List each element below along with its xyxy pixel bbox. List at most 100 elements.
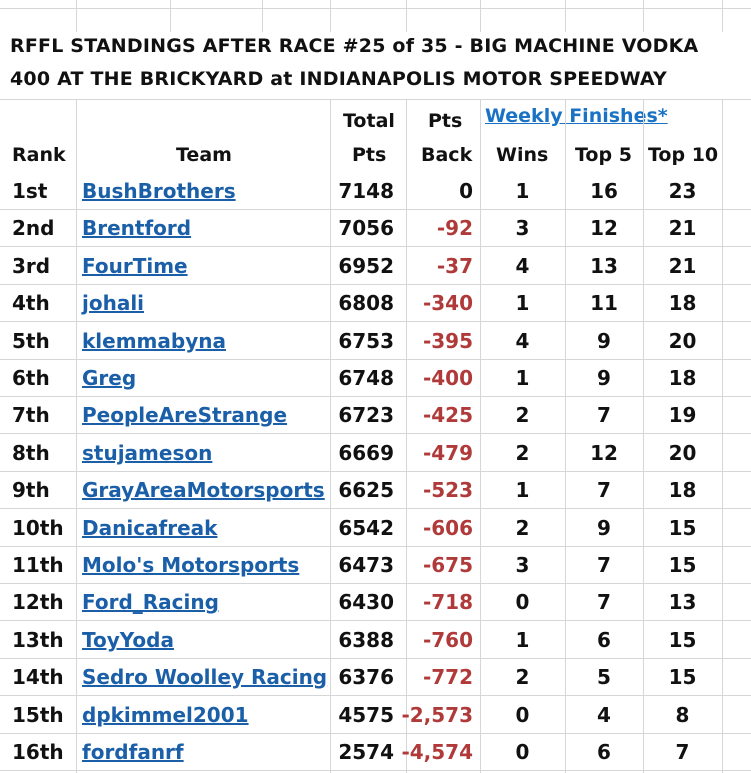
total-pts-cell: 6542 — [338, 515, 394, 540]
wins-cell: 2 — [515, 403, 530, 428]
pts-back-cell: -4,574 — [401, 740, 473, 764]
wins-cell: 0 — [515, 590, 530, 615]
total-pts-cell: 6388 — [338, 627, 394, 652]
team-link[interactable]: stujameson — [82, 440, 213, 465]
total-pts-cell: 6723 — [338, 403, 394, 428]
rank-cell: 16th — [12, 740, 64, 764]
wins-cell: 1 — [515, 366, 530, 390]
top5-cell: 9 — [597, 515, 611, 540]
total-pts-cell: 6808 — [338, 291, 394, 316]
wins-cell: 1 — [515, 627, 530, 652]
top10-cell: 15 — [668, 515, 697, 540]
rank-cell: 5th — [12, 328, 50, 353]
wins-cell: 0 — [515, 702, 530, 727]
rank-cell: 11th — [12, 553, 64, 577]
wins-cell: 3 — [515, 553, 530, 577]
pts-back-cell: -340 — [422, 291, 473, 316]
team-link[interactable]: dpkimmel2001 — [82, 702, 249, 727]
top10-cell: 8 — [675, 702, 690, 727]
top10-cell: 18 — [668, 291, 697, 316]
top10-cell: 15 — [668, 553, 697, 577]
team-link[interactable]: ToyYoda — [82, 627, 174, 652]
weekly-finishes-link[interactable]: Weekly Finishes* — [485, 105, 668, 127]
team-link[interactable]: GrayAreaMotorsports — [82, 478, 325, 503]
top5-cell: 13 — [590, 253, 618, 278]
rank-cell: 15th — [12, 702, 64, 727]
team-link[interactable]: Sedro Woolley Racing — [82, 665, 328, 690]
top5-cell: 5 — [597, 665, 611, 690]
header-wins: Wins — [496, 144, 549, 166]
top10-cell: 15 — [668, 627, 697, 652]
header-top5: Top 5 — [575, 144, 632, 166]
team-link[interactable]: PeopleAreStrange — [82, 403, 288, 428]
total-pts-cell: 2574 — [338, 740, 394, 764]
total-pts-cell: 6625 — [338, 478, 394, 503]
rank-cell: 4th — [12, 291, 50, 316]
header-team: Team — [176, 144, 232, 166]
team-link[interactable]: fordfanrf — [82, 740, 184, 764]
rank-cell: 12th — [12, 590, 64, 615]
top5-cell: 6 — [597, 627, 611, 652]
rank-cell: 1st — [12, 179, 48, 203]
standings-title-line-1: RFFL STANDINGS AFTER RACE #25 of 35 - BI… — [10, 35, 699, 57]
top10-cell: 13 — [668, 590, 697, 615]
rank-cell: 9th — [12, 478, 50, 503]
total-pts-cell: 6669 — [338, 440, 394, 465]
total-pts-cell: 4575 — [338, 702, 394, 727]
pts-back-cell: -718 — [422, 590, 473, 615]
team-link[interactable]: klemmabyna — [82, 328, 226, 353]
team-link[interactable]: FourTime — [82, 253, 188, 278]
table-row: 13th ToyYoda 6388 -760 1 6 15 — [0, 622, 751, 659]
total-pts-cell: 7148 — [338, 179, 394, 203]
pts-back-cell: -606 — [422, 515, 473, 540]
rank-cell: 2nd — [12, 216, 55, 241]
top10-cell: 19 — [668, 403, 697, 428]
wins-cell: 0 — [515, 740, 530, 764]
top5-cell: 7 — [597, 478, 611, 503]
table-row: 1st BushBrothers 7148 0 1 16 23 — [0, 173, 751, 210]
spreadsheet-grid-top — [0, 0, 751, 32]
wins-cell: 1 — [515, 478, 530, 503]
wins-cell: 4 — [515, 253, 530, 278]
top5-cell: 7 — [597, 590, 611, 615]
header-top10: Top 10 — [648, 144, 719, 166]
pts-back-cell: -425 — [422, 403, 473, 428]
header-pts-back: Back — [421, 144, 473, 166]
team-link[interactable]: johali — [82, 291, 145, 316]
rank-cell: 3rd — [12, 253, 51, 278]
team-link[interactable]: Greg — [82, 366, 137, 390]
table-row: 12th Ford_Racing 6430 -718 0 7 13 — [0, 584, 751, 622]
rank-cell: 14th — [12, 665, 64, 690]
header-total: Total — [343, 110, 395, 132]
rank-cell: 13th — [12, 627, 64, 652]
table-row: 9th GrayAreaMotorsports 6625 -523 1 7 18 — [0, 472, 751, 510]
total-pts-cell: 6376 — [338, 665, 394, 690]
wins-cell: 1 — [515, 291, 530, 316]
table-row: 10th Danicafreak 6542 -606 2 9 15 — [0, 510, 751, 547]
team-link[interactable]: BushBrothers — [82, 179, 236, 203]
top10-cell: 18 — [668, 478, 697, 503]
top10-cell: 20 — [668, 440, 697, 465]
total-pts-cell: 6748 — [338, 366, 394, 390]
table-row: 4th johali 6808 -340 1 11 18 — [0, 285, 751, 323]
pts-back-cell: -92 — [436, 216, 473, 241]
total-pts-cell: 6473 — [338, 553, 394, 577]
pts-back-cell: -760 — [422, 627, 473, 652]
wins-cell: 4 — [515, 328, 530, 353]
top5-cell: 11 — [590, 291, 618, 316]
top5-cell: 9 — [597, 328, 611, 353]
total-pts-cell: 7056 — [338, 216, 394, 241]
table-row: 6th Greg 6748 -400 1 9 18 — [0, 360, 751, 397]
header-pts-back-top: Pts — [428, 110, 463, 132]
team-link[interactable]: Molo's Motorsports — [82, 553, 300, 577]
table-row: 16th fordfanrf 2574 -4,574 0 6 7 — [0, 734, 751, 771]
total-pts-cell: 6952 — [338, 253, 394, 278]
team-link[interactable]: Danicafreak — [82, 515, 218, 540]
pts-back-cell: 0 — [459, 179, 473, 203]
wins-cell: 2 — [515, 515, 530, 540]
team-link[interactable]: Brentford — [82, 216, 192, 241]
wins-cell: 2 — [515, 665, 530, 690]
top10-cell: 15 — [668, 665, 697, 690]
team-link[interactable]: Ford_Racing — [82, 590, 219, 615]
total-pts-cell: 6753 — [338, 328, 394, 353]
